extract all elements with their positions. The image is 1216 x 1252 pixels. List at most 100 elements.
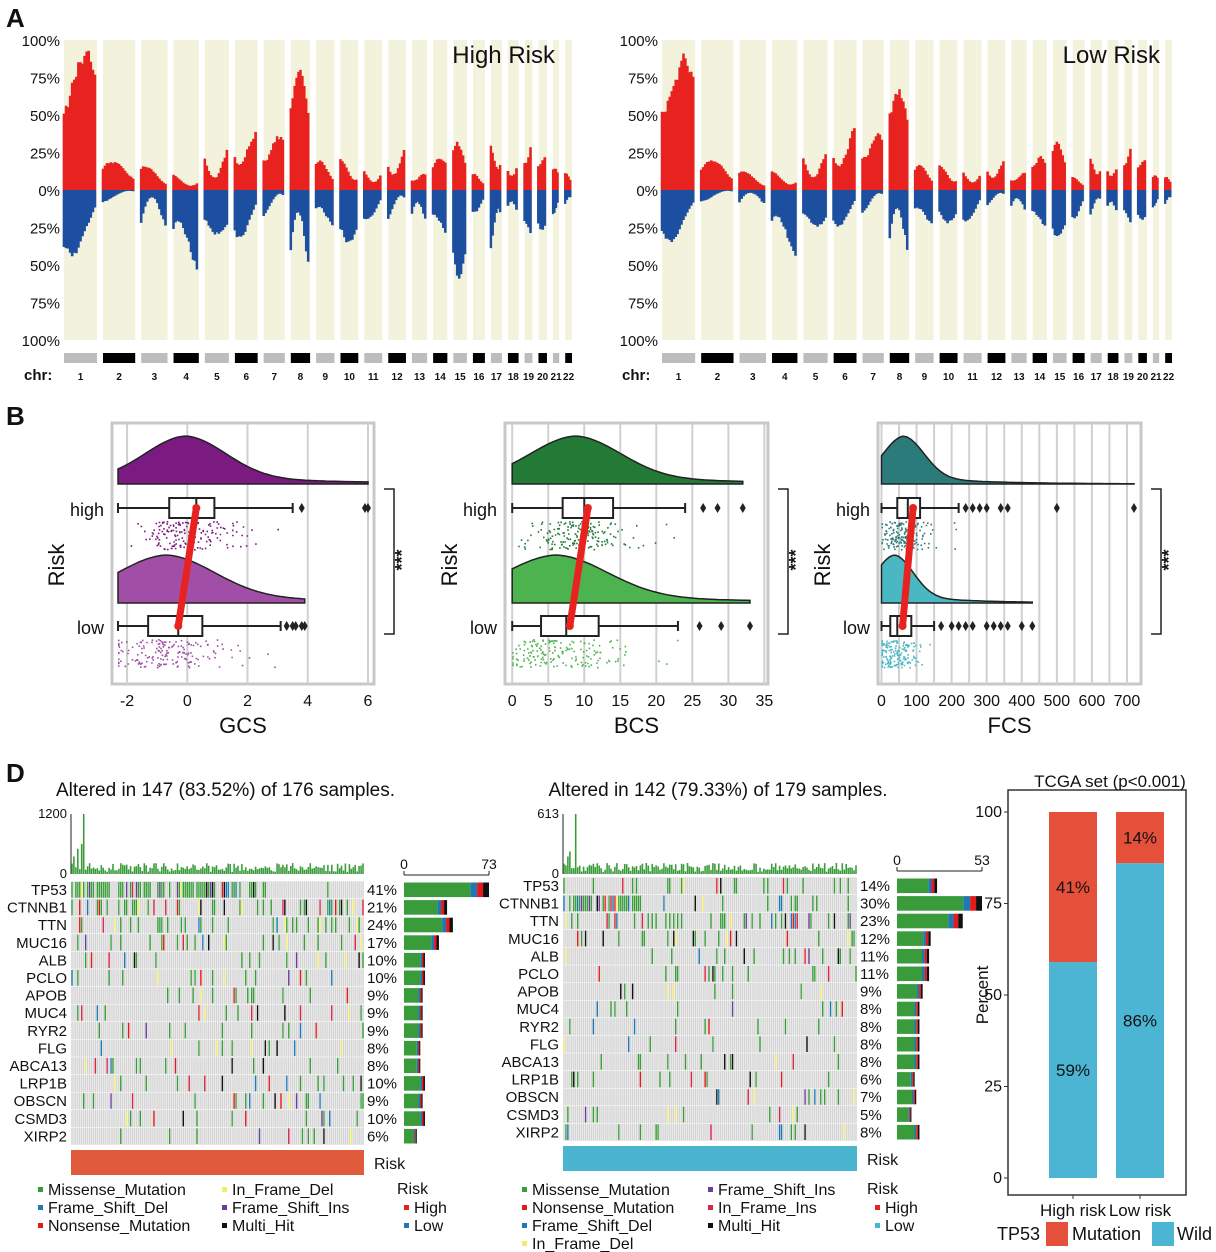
- side-bar-fsd: [418, 1093, 421, 1109]
- density-high: [511, 435, 744, 485]
- side-bar-missense: [404, 1093, 419, 1109]
- legend-nonsense-swatch: [38, 1223, 43, 1228]
- loss-bars: [506, 190, 518, 210]
- gene-percent: 14%: [860, 878, 890, 895]
- gain-bars: [962, 172, 981, 190]
- x-tick: 0: [508, 693, 517, 710]
- density-high: [880, 435, 1135, 485]
- chr-band: [1152, 353, 1160, 363]
- tcga-y-tick: 100: [975, 804, 1002, 821]
- loss-bars: [660, 190, 695, 242]
- tcga-bar-wild: [1116, 863, 1164, 1178]
- side-bar-missense: [897, 931, 924, 946]
- legend-risk-high: High: [414, 1200, 447, 1217]
- outlier: [1029, 621, 1036, 631]
- side-bar-fsd: [413, 1128, 416, 1144]
- gene-label: FLG: [530, 1036, 559, 1053]
- gene-percent: 21%: [367, 900, 397, 917]
- chr-band: [1032, 353, 1047, 363]
- cnv-y-tick: 100%: [22, 333, 60, 350]
- outlier: [289, 621, 296, 631]
- loss-bars: [699, 190, 733, 202]
- outlier: [364, 503, 371, 513]
- gene-label: RYR2: [519, 1019, 559, 1036]
- gene-percent: 10%: [367, 1111, 397, 1128]
- gain-bars: [262, 136, 285, 190]
- chr-band: [1011, 353, 1027, 363]
- gene-percent: 8%: [860, 1054, 882, 1071]
- outlier: [962, 503, 969, 513]
- loss-bars: [139, 190, 167, 226]
- chr-label: 5: [214, 372, 220, 383]
- side-bar-fsd: [442, 917, 447, 933]
- side-bar-nonsense: [916, 1124, 918, 1140]
- gene-percent: 8%: [860, 1036, 882, 1053]
- raincloud-bcs: 0 5 10 15 20 25 30 35 BCS Risk high low ***: [437, 421, 806, 738]
- side-bar-multi: [421, 1023, 423, 1038]
- gene-percent: 8%: [860, 1001, 882, 1018]
- chr-label: 14: [1034, 372, 1046, 383]
- gain-bars: [139, 166, 167, 190]
- loss-bars: [551, 190, 559, 215]
- side-bar-multi: [421, 988, 423, 1003]
- chr-label: 16: [473, 372, 485, 383]
- side-bar-nonsense: [953, 913, 959, 929]
- mean-point: [898, 622, 907, 630]
- tmb-bars: [563, 814, 857, 874]
- cnv-y-tick: 100%: [620, 333, 658, 350]
- gene-percent: 30%: [860, 896, 890, 913]
- side-bar-nonsense: [420, 988, 422, 1003]
- side-bar-multi: [917, 1124, 920, 1140]
- side-bar-missense: [404, 1111, 421, 1126]
- chr-band: [939, 353, 958, 363]
- side-bar-fsd: [928, 878, 932, 894]
- loss-bars: [1136, 190, 1147, 220]
- side-bar-multi: [419, 1058, 421, 1074]
- cnv-y-tick: 25%: [30, 146, 60, 163]
- side-bar-fsd: [914, 1001, 917, 1017]
- gene-percent: 41%: [367, 882, 397, 899]
- side-bar-multi: [914, 1089, 917, 1105]
- side-bar-missense: [897, 1072, 911, 1087]
- oncoplot-title: Altered in 142 (79.33%) of 179 samples.: [548, 780, 887, 801]
- side-bar-nonsense: [916, 1001, 918, 1017]
- legend-nonsense: Nonsense_Mutation: [48, 1218, 190, 1235]
- tcga-y-tick: 50: [984, 987, 1002, 1004]
- outlier: [1004, 503, 1011, 513]
- loss-bars: [172, 190, 199, 270]
- chr-label: 10: [344, 372, 356, 383]
- legend-multi-hit: Multi_Hit: [718, 1218, 781, 1235]
- chr-band: [1072, 353, 1085, 363]
- side-bar-multi: [421, 1093, 423, 1109]
- chr-label: 9: [922, 372, 928, 383]
- side-bar-nonsense: [924, 966, 927, 982]
- outlier: [997, 503, 1004, 513]
- chr-band: [1165, 353, 1172, 363]
- risk-annotation-bar: [563, 1146, 857, 1171]
- gain-bars: [523, 147, 532, 190]
- side-bar-nonsense: [422, 1076, 424, 1091]
- side-bar-multi: [917, 1054, 920, 1070]
- chr-band: [662, 353, 696, 363]
- cnv-plot-0: 100%75%50%25%0%25%50%75%100%1 2 3 4 5 6 7 8 9 10 1…: [22, 33, 575, 384]
- outlier: [1053, 503, 1060, 513]
- chr-label: 16: [1073, 372, 1085, 383]
- mean-connector: [899, 504, 917, 630]
- gain-bars: [1051, 141, 1066, 190]
- cnv-y-tick: 25%: [628, 146, 658, 163]
- side-bar-multi: [920, 984, 923, 999]
- side-bar-fsd: [914, 1124, 917, 1140]
- chr-label: 5: [813, 372, 819, 383]
- side-bar-nonsense: [420, 1093, 422, 1109]
- x-tick: 600: [1079, 693, 1106, 710]
- gain-bars: [802, 154, 827, 190]
- gain-bars: [938, 165, 957, 190]
- gain-bars: [233, 131, 257, 190]
- side-bar-missense: [897, 948, 923, 964]
- chr-band: [565, 353, 572, 363]
- gain-bars: [314, 160, 334, 190]
- chr-label: 21: [551, 372, 563, 383]
- jitter-points-high: [518, 521, 675, 551]
- chr-label: 21: [1150, 372, 1162, 383]
